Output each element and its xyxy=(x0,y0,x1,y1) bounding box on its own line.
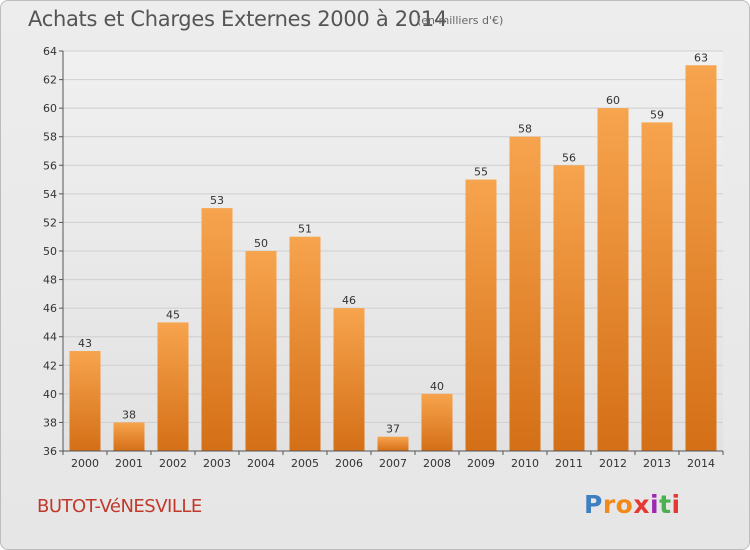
y-tick-label: 38 xyxy=(43,416,57,429)
y-tick-label: 56 xyxy=(43,159,57,172)
chart-subtitle: (en milliers d'€) xyxy=(417,14,504,27)
logo-letter: P xyxy=(584,490,603,519)
y-tick-label: 54 xyxy=(43,188,57,201)
x-tick-label: 2006 xyxy=(335,457,363,470)
x-tick-label: 2001 xyxy=(115,457,143,470)
bar xyxy=(641,122,673,451)
data-label: 40 xyxy=(430,380,444,393)
bar xyxy=(553,165,585,452)
data-label: 46 xyxy=(342,294,356,307)
bar xyxy=(333,308,365,451)
data-label: 63 xyxy=(694,51,708,64)
bar xyxy=(465,179,497,452)
data-label: 38 xyxy=(122,408,136,421)
data-label: 53 xyxy=(210,194,224,207)
bar xyxy=(113,422,145,451)
x-tick-label: 2013 xyxy=(643,457,671,470)
x-tick-label: 2008 xyxy=(423,457,451,470)
x-tick-label: 2000 xyxy=(71,457,99,470)
y-tick-label: 36 xyxy=(43,445,57,458)
y-tick-label: 44 xyxy=(43,331,57,344)
bar xyxy=(201,208,233,451)
bar xyxy=(245,251,277,451)
y-tick-label: 58 xyxy=(43,131,57,144)
bar xyxy=(157,322,189,451)
x-tick-label: 2003 xyxy=(203,457,231,470)
logo-letter: x xyxy=(633,490,650,519)
data-label: 43 xyxy=(78,337,92,350)
x-tick-label: 2004 xyxy=(247,457,275,470)
x-tick-label: 2005 xyxy=(291,457,319,470)
proxiti-logo: Proxiti xyxy=(584,490,681,519)
bar xyxy=(377,436,409,451)
logo-letter: r xyxy=(602,490,616,519)
bar xyxy=(509,136,541,451)
data-label: 56 xyxy=(562,151,576,164)
data-label: 45 xyxy=(166,308,180,321)
y-tick-label: 60 xyxy=(43,102,57,115)
data-label: 50 xyxy=(254,237,268,250)
y-tick-label: 62 xyxy=(43,74,57,87)
commune-name: BUTOT-VéNESVILLE xyxy=(37,496,202,517)
data-label: 60 xyxy=(606,94,620,107)
x-tick-label: 2014 xyxy=(687,457,715,470)
data-label: 51 xyxy=(298,223,312,236)
y-tick-label: 46 xyxy=(43,302,57,315)
chart-title: Achats et Charges Externes 2000 à 2014 xyxy=(28,7,448,31)
logo-letter: t xyxy=(659,490,672,519)
bar xyxy=(685,65,717,452)
bar xyxy=(289,236,321,451)
x-tick-label: 2010 xyxy=(511,457,539,470)
logo-letter: o xyxy=(615,490,634,519)
x-tick-label: 2009 xyxy=(467,457,495,470)
x-tick-label: 2007 xyxy=(379,457,407,470)
bar xyxy=(421,393,453,451)
logo-letter: i xyxy=(650,490,660,519)
logo-letter: i xyxy=(671,490,681,519)
x-tick-label: 2012 xyxy=(599,457,627,470)
y-tick-label: 48 xyxy=(43,274,57,287)
data-label: 37 xyxy=(386,423,400,436)
data-label: 58 xyxy=(518,123,532,136)
y-tick-label: 64 xyxy=(43,45,57,58)
y-tick-label: 52 xyxy=(43,216,57,229)
x-tick-label: 2002 xyxy=(159,457,187,470)
bar xyxy=(597,108,629,452)
x-tick-label: 2011 xyxy=(555,457,583,470)
y-tick-label: 50 xyxy=(43,245,57,258)
data-label: 59 xyxy=(650,108,664,121)
y-tick-label: 40 xyxy=(43,388,57,401)
data-label: 55 xyxy=(474,166,488,179)
y-tick-label: 42 xyxy=(43,359,57,372)
bar xyxy=(69,351,101,451)
